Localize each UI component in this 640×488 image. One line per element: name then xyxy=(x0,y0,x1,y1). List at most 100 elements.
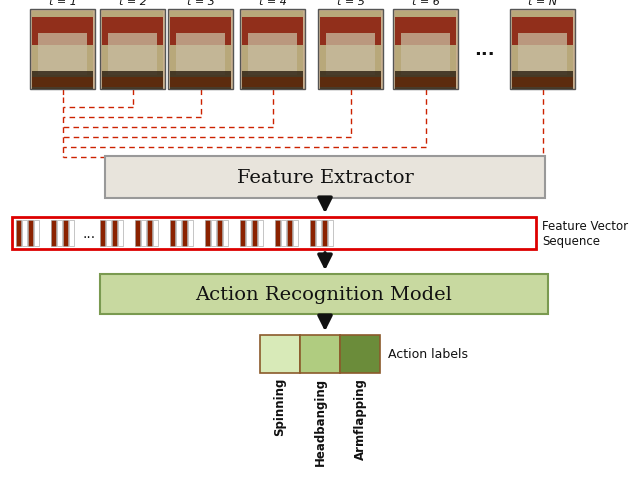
Bar xyxy=(310,221,315,246)
Bar xyxy=(510,10,575,90)
Bar xyxy=(316,221,321,246)
Bar xyxy=(100,10,165,90)
Bar xyxy=(217,221,222,246)
Bar xyxy=(395,12,456,88)
Bar xyxy=(340,335,380,373)
Bar xyxy=(32,12,93,88)
Bar xyxy=(153,221,158,246)
Bar xyxy=(326,34,375,76)
Bar xyxy=(318,10,383,90)
Bar xyxy=(16,221,21,246)
Text: t = 4: t = 4 xyxy=(259,0,287,7)
Bar xyxy=(395,72,456,90)
Text: ...: ... xyxy=(474,41,494,59)
Bar xyxy=(242,12,303,88)
Bar xyxy=(512,18,573,46)
Text: t = 1: t = 1 xyxy=(49,0,76,7)
Bar xyxy=(328,221,333,246)
Bar xyxy=(395,78,456,88)
Bar xyxy=(242,18,303,46)
Bar xyxy=(401,34,450,76)
Bar xyxy=(240,10,305,90)
Bar xyxy=(69,221,74,246)
Bar xyxy=(34,221,39,246)
Bar xyxy=(32,78,93,88)
Bar xyxy=(141,221,146,246)
Bar xyxy=(32,18,93,46)
Bar xyxy=(293,221,298,246)
Bar xyxy=(170,221,175,246)
Text: t = 3: t = 3 xyxy=(187,0,214,7)
Bar xyxy=(240,221,245,246)
Bar xyxy=(287,221,292,246)
Bar xyxy=(176,34,225,76)
Bar xyxy=(118,221,123,246)
Bar xyxy=(100,221,105,246)
Bar xyxy=(320,78,381,88)
Bar xyxy=(322,221,327,246)
Bar xyxy=(246,221,251,246)
Bar xyxy=(51,221,56,246)
Bar xyxy=(108,34,157,76)
Bar xyxy=(281,221,286,246)
Text: Spinning: Spinning xyxy=(273,377,287,435)
Bar xyxy=(170,12,231,88)
Bar xyxy=(252,221,257,246)
Text: Armflapping: Armflapping xyxy=(353,377,367,459)
Bar xyxy=(512,78,573,88)
Bar xyxy=(275,221,280,246)
Bar xyxy=(223,221,228,246)
Bar xyxy=(242,72,303,90)
Bar xyxy=(176,221,181,246)
Bar xyxy=(100,274,548,314)
Bar xyxy=(63,221,68,246)
Bar xyxy=(211,221,216,246)
Text: Feature Vector
Sequence: Feature Vector Sequence xyxy=(542,220,628,247)
Bar xyxy=(188,221,193,246)
Bar xyxy=(105,157,545,199)
Bar xyxy=(242,78,303,88)
Bar xyxy=(168,10,233,90)
Bar xyxy=(320,72,381,90)
Bar xyxy=(135,221,140,246)
Bar xyxy=(260,335,300,373)
Bar xyxy=(102,72,163,90)
Bar xyxy=(38,34,87,76)
Bar xyxy=(393,10,458,90)
Bar xyxy=(28,221,33,246)
Bar xyxy=(32,72,93,90)
Bar xyxy=(147,221,152,246)
Text: Headbanging: Headbanging xyxy=(314,377,326,465)
Bar xyxy=(395,18,456,46)
Bar xyxy=(248,34,297,76)
Text: t = 2: t = 2 xyxy=(118,0,147,7)
Bar xyxy=(12,218,536,249)
Bar xyxy=(205,221,210,246)
Text: t = N: t = N xyxy=(528,0,557,7)
Bar xyxy=(258,221,263,246)
Text: ...: ... xyxy=(82,226,95,241)
Text: Feature Extractor: Feature Extractor xyxy=(237,169,413,186)
Text: t = 6: t = 6 xyxy=(412,0,440,7)
Bar xyxy=(30,10,95,90)
Bar xyxy=(170,78,231,88)
Bar xyxy=(106,221,111,246)
Bar xyxy=(102,12,163,88)
Bar xyxy=(102,78,163,88)
Bar xyxy=(170,72,231,90)
Bar xyxy=(170,18,231,46)
Bar xyxy=(22,221,27,246)
Bar xyxy=(57,221,62,246)
Bar xyxy=(300,335,340,373)
Text: t = 5: t = 5 xyxy=(337,0,364,7)
Bar xyxy=(512,72,573,90)
Bar xyxy=(102,18,163,46)
Text: Action Recognition Model: Action Recognition Model xyxy=(196,285,452,304)
Bar xyxy=(112,221,117,246)
Bar xyxy=(512,12,573,88)
Bar xyxy=(320,12,381,88)
Bar xyxy=(518,34,567,76)
Bar xyxy=(320,18,381,46)
Bar xyxy=(182,221,187,246)
Text: Action labels: Action labels xyxy=(388,348,468,361)
